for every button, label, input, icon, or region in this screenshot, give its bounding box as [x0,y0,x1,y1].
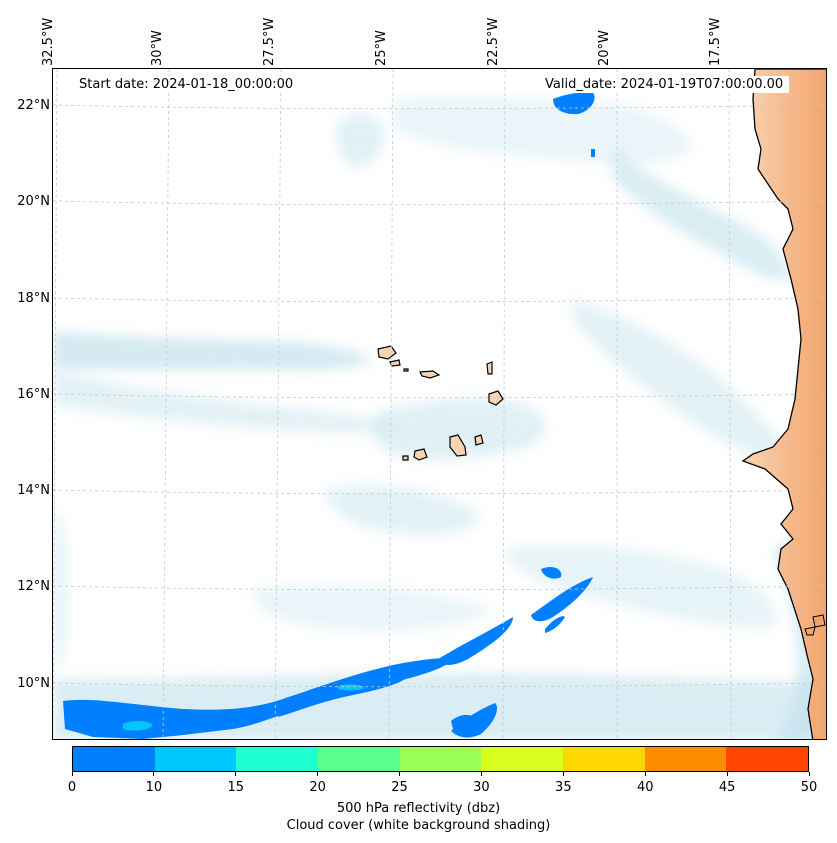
cloud-patch-n [393,96,693,164]
africa-landmass [741,69,826,739]
reflectivity-patch-ne [541,566,562,579]
colorbar-segment [726,747,809,771]
graticule [53,69,826,739]
cloud-band-center [372,398,546,460]
colorbar-tick-label: 45 [718,780,736,795]
lon-label-22.5w: 22.5°W [486,17,501,66]
colorbar-segment [644,747,727,771]
cape-verde-islands [377,345,504,461]
reflectivity-patch-streak [545,616,565,633]
reflectivity-core-2 [338,684,365,691]
reflectivity-core-1 [123,721,153,731]
colorbar-tick-label: 30 [473,780,490,795]
colorbar-segment [481,747,564,771]
reflectivity-band-south-inner [278,669,413,717]
island-sal [486,361,493,375]
reflectivity-patch-top [553,92,595,115]
colorbar-tick-label: 15 [227,780,245,795]
lat-label-14n: 14°N [17,483,50,498]
reflectivity-patch-se-2 [451,703,498,738]
lon-label-32.5w: 32.5°W [41,17,56,66]
cloud-band-west [53,331,373,370]
cloud-cover-layer [53,96,826,739]
colorbar-tick-label: 25 [391,780,408,795]
colorbar-tick-label: 40 [636,780,654,795]
colorbar-tick-mark [71,772,73,776]
map-panel[interactable] [52,68,827,740]
colorbar-tick-mark [399,772,401,776]
island-santa-luzia [403,368,409,372]
lat-label-20n: 20°N [17,194,50,209]
bissagos-islands [804,614,826,636]
colorbar-segment [154,747,237,771]
cloud-band-ne [613,149,793,280]
lat-label-22n: 22°N [17,98,50,113]
reflectivity-band-south [63,658,453,739]
lon-label-30w: 30°W [150,30,165,66]
lon-label-27.5w: 27.5°W [262,17,277,66]
colorbar-tick-mark [235,772,237,776]
colorbar [72,746,809,772]
colorbar-tick-label: 10 [145,780,163,795]
map-canvas[interactable] [53,69,827,740]
cloud-band-east [573,299,798,469]
cloud-west-edge [53,509,70,679]
west-africa-land [741,69,826,739]
colorbar-tick-mark [480,772,482,776]
island-fogo [413,448,428,461]
lat-label-10n: 10°N [17,676,50,691]
island-santiago [449,434,467,457]
colorbar-segment [73,747,155,771]
cloud-band-southcentral [323,485,479,536]
colorbar-segment [399,747,482,771]
island-santo-antao [377,345,397,360]
valid-date-label: Valid_date: 2024-01-19T07:00:00.00 [539,76,790,93]
colorbar-tick-label: 0 [67,780,77,795]
colorbar-tick-mark [562,772,564,776]
reflectivity-dot [591,149,595,157]
reflectivity-patch-mid-1 [438,617,513,665]
lon-label-20w: 20°W [597,30,612,66]
colorbar-tick-label: 50 [800,780,818,795]
island-maio [474,434,484,446]
island-brava [402,455,409,461]
colorbar-tick-mark [726,772,728,776]
colorbar-segment [563,747,645,771]
colorbar-tick-label: 35 [555,780,572,795]
colorbar-tick-mark [317,772,319,776]
lat-label-16n: 16°N [17,387,50,402]
lat-label-12n: 12°N [17,579,50,594]
reflectivity-layer [63,92,595,739]
lat-label-18n: 18°N [17,291,50,306]
island-sao-nicolau [419,370,441,379]
cloud-band-south [253,585,493,631]
reflectivity-patch-mid-2 [531,577,593,622]
colorbar-tick-mark [808,772,810,776]
colorbar-tick-label: 20 [309,780,326,795]
lon-label-17.5w: 17.5°W [708,17,723,66]
lon-label-25w: 25°W [374,30,389,66]
cloud-patch-nw-1 [336,113,384,168]
colorbar-segment [318,747,400,771]
start-date-label: Start date: 2024-01-18_00:00:00 [73,76,300,93]
colorbar-sublabel: Cloud cover (white background shading) [286,818,551,833]
cloud-band-west-2 [53,369,403,434]
colorbar-label: 500 hPa reflectivity (dbz) [336,801,501,816]
colorbar-tick-mark [153,772,155,776]
cloud-band-se [503,545,776,629]
colorbar-tick-mark [644,772,646,776]
island-boa-vista [488,390,504,406]
colorbar-segment [236,747,319,771]
